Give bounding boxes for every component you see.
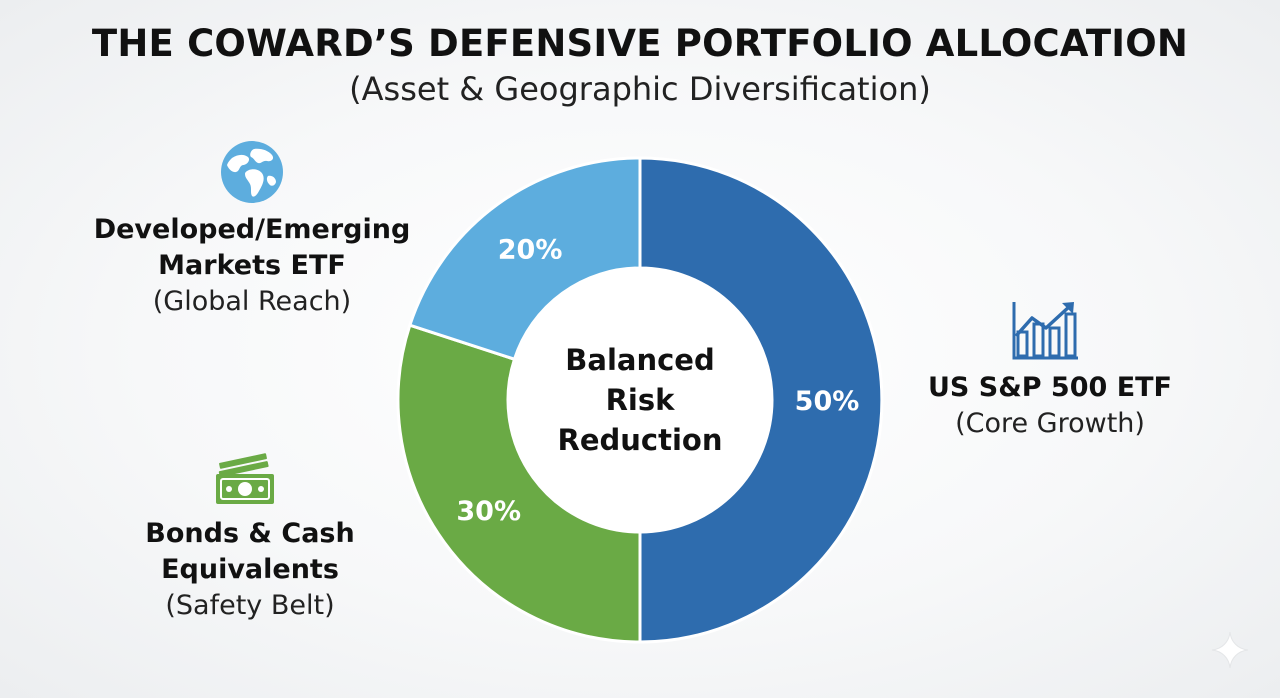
cash-bills-icon bbox=[216, 453, 274, 504]
center-label-line: Balanced bbox=[565, 343, 714, 377]
label-note: (Safety Belt) bbox=[165, 590, 335, 621]
donut-slice-developed-emerging bbox=[407, 156, 642, 362]
slice-value-label: 50% bbox=[795, 386, 860, 417]
label-name-line: Bonds & Cash bbox=[145, 518, 355, 549]
label-name-line: Developed/Emerging bbox=[93, 214, 411, 245]
globe-icon bbox=[221, 141, 283, 203]
label-name-line: Equivalents bbox=[161, 554, 339, 585]
chart-subtitle: (Asset & Geographic Diversification) bbox=[349, 70, 931, 108]
label-name-line: US S&P 500 ETF bbox=[927, 372, 1172, 403]
donut-slice-us-sp500 bbox=[638, 156, 884, 644]
center-label-line: Reduction bbox=[558, 423, 723, 457]
donut-center bbox=[509, 269, 771, 531]
chart-title: THE COWARD’S DEFENSIVE PORTFOLIO ALLOCAT… bbox=[91, 22, 1189, 65]
sparkle-icon bbox=[1211, 631, 1249, 669]
label-note: (Global Reach) bbox=[152, 286, 352, 317]
donut-slice-bonds-cash bbox=[396, 323, 642, 644]
bar-chart-growth-icon bbox=[1012, 302, 1078, 360]
label-us-sp500: US S&P 500 ETF (Core Growth) bbox=[915, 370, 1185, 442]
label-developed-emerging: Developed/Emerging Markets ETF (Global R… bbox=[82, 212, 422, 320]
label-name-line: Markets ETF bbox=[158, 250, 346, 281]
slice-value-label: 20% bbox=[498, 235, 563, 266]
label-bonds-cash: Bonds & Cash Equivalents (Safety Belt) bbox=[120, 516, 380, 624]
label-note: (Core Growth) bbox=[955, 408, 1145, 439]
center-label-line: Risk bbox=[606, 383, 676, 417]
slice-value-label: 30% bbox=[456, 496, 521, 527]
